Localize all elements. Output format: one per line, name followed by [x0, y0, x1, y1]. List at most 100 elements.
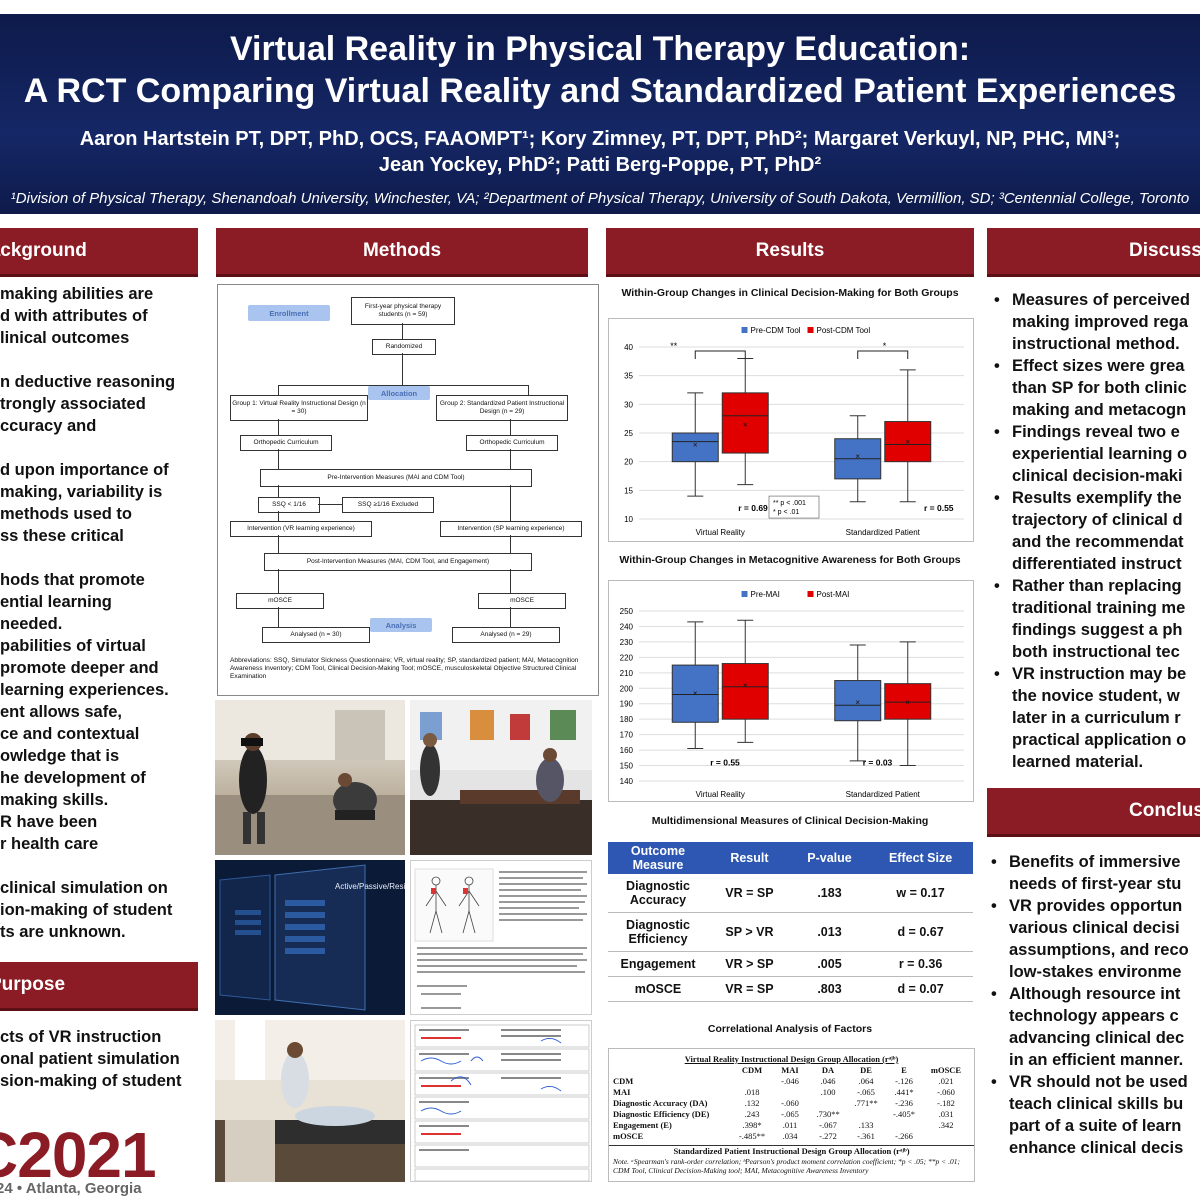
background-line: ccuracy and [0, 417, 97, 435]
y-tick-label: 200 [620, 684, 634, 693]
y-tick-label: 15 [624, 486, 633, 495]
background-line: d upon importance of [0, 461, 169, 479]
bullet-line: teach clinical skills bu [1009, 1095, 1184, 1113]
table-title: Multidimensional Measures of Clinical De… [651, 815, 929, 827]
r-value-label: r = 0.55 [710, 758, 740, 768]
box-post [884, 683, 932, 720]
bullet-line: VR instruction may be [1012, 665, 1187, 683]
y-tick-label: 240 [620, 622, 634, 631]
conclusion-list: Benefits of immersive needs of first-year… [987, 851, 1200, 1159]
r-value-label: r = 0.03 [863, 758, 893, 768]
background-line: ss these critical [0, 527, 124, 545]
purpose-heading: Purpose [0, 974, 66, 995]
bullet-item: Results exemplify the trajectory of clini… [990, 487, 1200, 575]
box-ortho2: Orthopedic Curriculum [466, 435, 558, 451]
background-line: methods used to [0, 505, 133, 523]
mean-marker: × [855, 452, 860, 461]
background-line: owledge that is [0, 747, 120, 765]
significance-note: ** p < .001 [773, 500, 806, 507]
corr-cell: -.126 [895, 1076, 913, 1086]
conclusion-heading: Conclusion [1129, 800, 1200, 821]
cell-result: VR = SP [708, 976, 791, 1002]
results-bar: Results [606, 228, 974, 277]
bullet-item: Findings reveal two e experiential learni… [990, 421, 1200, 487]
significance-bracket [857, 350, 909, 359]
corr-row: Engagement (E) .398* .011 -.067 .133 .342 [613, 1120, 969, 1131]
corr-cell [809, 1098, 847, 1109]
y-tick-label: 190 [620, 700, 634, 709]
cell-pvalue: .005 [790, 951, 869, 977]
corr-cell: -.060 [937, 1087, 955, 1097]
table-row: Diagnostic Efficiency SP > VR .013 d = 0… [608, 912, 973, 952]
significance-label: ** [670, 341, 678, 351]
bullet-line: traditional training me [1012, 599, 1186, 617]
corr-cell: .034 [782, 1131, 798, 1141]
corr-cell [613, 1065, 733, 1076]
box-ssq-excluded: SSQ ≥1/16 Excluded [342, 497, 434, 513]
corr-cell: -.405* [893, 1109, 915, 1119]
bullet-line: instructional method. [1012, 335, 1180, 353]
box-pre [834, 680, 882, 722]
background-line: promote deeper and [0, 659, 159, 677]
bullet-line: in an efficient manner. [1009, 1051, 1184, 1069]
r-value-label: r = 0.69 [738, 503, 768, 513]
bullet-line: various clinical decisi [1009, 919, 1180, 937]
corr-cell: CDM [741, 1065, 763, 1075]
box-group1: Group 1: Virtual Reality Instructional D… [230, 395, 368, 421]
background-line [0, 349, 200, 371]
corr-cell: .398* [742, 1120, 762, 1130]
y-tick-label: 220 [620, 653, 634, 662]
table-row: Engagement VR > SP .005 r = 0.36 [608, 951, 973, 977]
bullet-line: the novice student, w [1012, 687, 1180, 705]
bullet-item: Measures of perceived making improved reg… [990, 289, 1200, 355]
bullet-line: differentiated instruct [1012, 555, 1182, 573]
corr-row: Diagnostic Efficiency (DE) .243 -.065 .730*… [613, 1109, 969, 1120]
corr-cell: .046 [820, 1076, 836, 1086]
corr-cell: E [901, 1065, 907, 1075]
background-line: d with attributes of [0, 307, 148, 325]
corr-cell: mOSCE [930, 1065, 962, 1075]
bullet-line: assumptions, and reco [1009, 941, 1189, 959]
consort-flowchart: Enrollment First-year physical therapy s… [217, 284, 599, 696]
discussion-list: Measures of perceived making improved reg… [990, 289, 1200, 773]
bullet-line: clinical decision-maki [1012, 467, 1183, 485]
bullet-line: than SP for both clinic [1012, 379, 1187, 397]
corr-cell: mOSCE [613, 1131, 644, 1141]
mean-marker: × [743, 420, 748, 429]
conference-logo: C2021 [0, 1119, 157, 1191]
corr-note: Note. ᵃSpearman's rank-order correlation… [613, 1157, 960, 1175]
box-mosce-vr: mOSCE [236, 593, 324, 609]
cell-effect: d = 0.07 [868, 976, 973, 1002]
discussion-bar: Discussion [987, 228, 1200, 277]
y-tick-label: 230 [620, 638, 634, 647]
corr-row: MAI .018 .100 -.065 .441* -.060 [613, 1087, 969, 1098]
bullet-item: VR provides opportun various clinical dec… [987, 895, 1200, 983]
cell-measure: Engagement [608, 951, 708, 977]
corr-cell: .730** [816, 1109, 840, 1119]
corr-cell: -.065 [857, 1087, 875, 1097]
cell-measure: mOSCE [608, 976, 708, 1002]
bullet-line: and the recommendat [1012, 533, 1184, 551]
y-tick-label: 170 [620, 731, 634, 740]
mean-marker: × [855, 698, 860, 707]
legend-label: Post-MAI [817, 590, 850, 599]
background-line: ion-making of student [0, 901, 173, 919]
legend-label: Post-CDM Tool [817, 326, 871, 335]
conference-location: 24 • Atlanta, Georgia [0, 1180, 142, 1197]
bullet-line: Measures of perceived [1012, 291, 1190, 309]
background-line: clinical simulation on [0, 879, 168, 897]
photo-document-body-chart [410, 860, 592, 1015]
cdm-boxplot: 10 15 20 25 30 35 40 Virtual Reality × × Standardi… [624, 326, 964, 537]
background-line [0, 547, 200, 569]
chart1-box: 10 15 20 25 30 35 40 Virtual Reality × × Standardi… [608, 318, 974, 542]
y-tick-label: 150 [620, 762, 634, 771]
corr-cell: .100 [820, 1087, 836, 1097]
mean-marker: × [905, 438, 910, 447]
background-line: trongly associated [0, 395, 146, 413]
cell-pvalue: .013 [790, 912, 869, 952]
mean-marker: × [693, 440, 698, 449]
bullet-item: Benefits of immersive needs of first-year… [987, 851, 1200, 895]
abbreviations-note: Abbreviations: SSQ, Simulator Sickness Q… [230, 657, 579, 680]
box-students: First-year physical therapy students (n … [351, 297, 455, 325]
background-line: making skills. [0, 791, 109, 809]
